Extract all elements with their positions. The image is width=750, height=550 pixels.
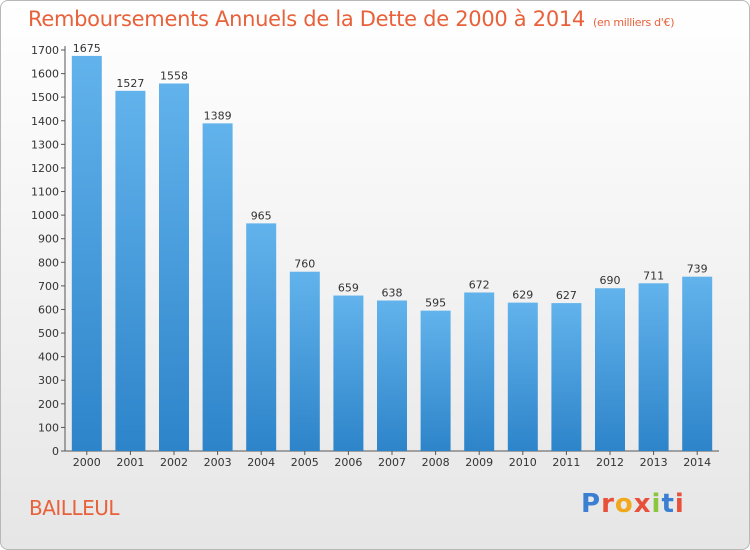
y-tick-label: 300 — [38, 374, 59, 387]
y-tick-label: 1400 — [31, 115, 59, 128]
value-label: 627 — [556, 289, 577, 302]
bar — [682, 276, 713, 451]
chart-layer: 0 100 200 300 400 500 600 700 800 900 1000 1100 1200… — [31, 42, 719, 469]
x-tick-label: 2006 — [334, 456, 362, 469]
value-label: 1675 — [73, 42, 101, 55]
bar — [507, 302, 538, 451]
y-tick-label: 0 — [52, 445, 59, 458]
bar — [420, 310, 451, 451]
unit-label: (en milliers d'€) — [593, 16, 675, 29]
y-tick-label: 1500 — [31, 91, 59, 104]
logo-letter: x — [633, 489, 652, 519]
logo-letter: o — [614, 489, 634, 519]
logo-letter: r — [601, 489, 615, 519]
proxiti-logo: Proxiti — [581, 489, 685, 519]
value-label: 760 — [294, 258, 315, 271]
y-tick-label: 1600 — [31, 68, 59, 81]
chart-title: Remboursements Annuels de la Dette de 20… — [28, 7, 674, 31]
bar — [595, 288, 625, 451]
value-label: 711 — [643, 269, 664, 282]
x-tick-label: 2001 — [116, 456, 144, 469]
x-tick-label: 2008 — [422, 456, 450, 469]
value-label: 739 — [687, 263, 708, 276]
x-tick-label: 2011 — [552, 456, 580, 469]
value-label: 659 — [338, 282, 359, 295]
value-label: 1558 — [160, 69, 188, 82]
logo-letter: i — [651, 489, 662, 519]
x-tick-label: 2009 — [465, 456, 493, 469]
y-tick-label: 700 — [38, 280, 59, 293]
commune-name: BAILLEUL — [29, 496, 120, 520]
y-tick-label: 1100 — [31, 186, 59, 199]
x-tick-label: 2010 — [509, 456, 537, 469]
logo-letter: t — [661, 489, 675, 519]
bar — [289, 271, 320, 451]
y-tick-label: 600 — [38, 303, 59, 316]
logo-letter: P — [581, 489, 602, 519]
bar — [551, 303, 582, 451]
bar — [202, 123, 233, 452]
bar — [159, 83, 189, 451]
value-label: 1527 — [116, 77, 144, 90]
x-tick-label: 2000 — [73, 456, 101, 469]
x-tick-label: 2013 — [640, 456, 668, 469]
value-label: 629 — [512, 289, 533, 302]
bar — [333, 295, 364, 451]
bar — [115, 90, 146, 451]
logo-letter: i — [674, 489, 685, 519]
y-tick-label: 1200 — [31, 162, 59, 175]
bar — [246, 223, 277, 451]
y-tick-label: 500 — [38, 327, 59, 340]
bar — [638, 283, 669, 451]
value-label: 638 — [382, 287, 403, 300]
x-tick-label: 2012 — [596, 456, 624, 469]
y-tick-label: 100 — [38, 421, 59, 434]
x-tick-label: 2004 — [247, 456, 275, 469]
x-tick-label: 2002 — [160, 456, 188, 469]
value-label: 1389 — [204, 109, 232, 122]
y-tick-label: 900 — [38, 233, 59, 246]
value-label: 672 — [469, 278, 490, 291]
y-tick-label: 1700 — [31, 44, 59, 57]
x-tick-label: 2005 — [291, 456, 319, 469]
value-label: 690 — [600, 274, 621, 287]
x-tick-label: 2003 — [204, 456, 232, 469]
x-tick-label: 2007 — [378, 456, 406, 469]
title-text: Remboursements Annuels de la Dette de 20… — [28, 7, 585, 31]
value-label: 595 — [425, 297, 446, 310]
bar — [377, 300, 407, 451]
y-tick-label: 800 — [38, 256, 59, 269]
bar — [464, 292, 495, 451]
y-tick-label: 200 — [38, 398, 59, 411]
y-tick-label: 1000 — [31, 209, 59, 222]
value-label: 965 — [251, 209, 272, 222]
y-tick-label: 400 — [38, 351, 59, 364]
y-tick-label: 1300 — [31, 138, 59, 151]
x-tick-label: 2014 — [683, 456, 711, 469]
bar — [71, 55, 102, 451]
